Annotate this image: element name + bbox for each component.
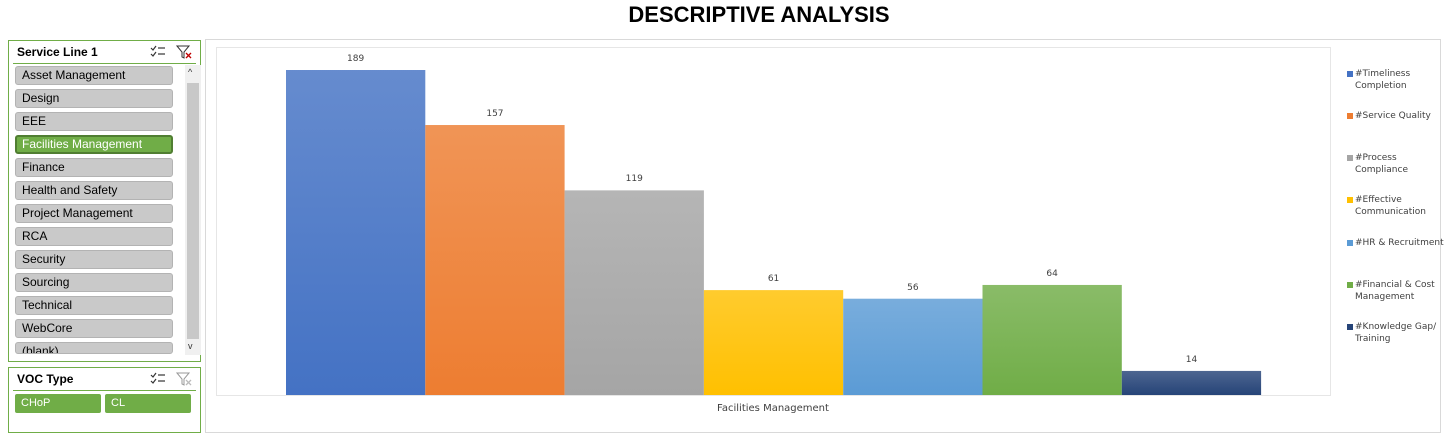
slicer-header-divider bbox=[13, 63, 196, 64]
slicer-item[interactable]: Finance bbox=[15, 158, 173, 177]
legend-label-line: #Financial & Cost bbox=[1355, 280, 1435, 290]
voc-chop-button[interactable]: CHoP bbox=[15, 394, 101, 413]
chart-area bbox=[205, 39, 1441, 433]
legend-label-line: #Effective bbox=[1355, 195, 1402, 205]
legend-label-line: Training bbox=[1355, 334, 1391, 344]
data-label: 14 bbox=[1185, 354, 1198, 365]
slicer-item[interactable]: Health and Safety bbox=[15, 181, 173, 200]
data-label: 56 bbox=[907, 282, 919, 293]
slicer-item[interactable]: Security bbox=[15, 250, 173, 269]
bar-2[interactable] bbox=[425, 125, 565, 395]
legend-swatch bbox=[1347, 324, 1353, 330]
legend-label-line: #Knowledge Gap/ bbox=[1355, 322, 1437, 332]
legend-label: #Financial & Cost Management bbox=[1355, 279, 1447, 303]
page-title: DESCRIPTIVE ANALYSIS bbox=[628, 2, 890, 27]
bar-5[interactable] bbox=[843, 298, 983, 395]
bar-3[interactable] bbox=[564, 190, 704, 395]
legend-label-line: Management bbox=[1355, 292, 1415, 302]
legend-swatch bbox=[1347, 282, 1353, 288]
slicer-item[interactable]: Facilities Management bbox=[15, 135, 173, 154]
slicer-item[interactable]: Sourcing bbox=[15, 273, 173, 292]
bar-6[interactable] bbox=[982, 284, 1122, 395]
data-label: 119 bbox=[625, 174, 643, 185]
legend-label-line: Communication bbox=[1355, 207, 1426, 217]
legend-swatch bbox=[1347, 197, 1353, 203]
voc-type-slicer: VOC Type CHoP CL bbox=[8, 367, 201, 433]
bar-1[interactable] bbox=[286, 70, 426, 395]
scroll-up-icon[interactable]: ^ bbox=[188, 67, 193, 77]
legend-label-line: #Timeliness bbox=[1355, 69, 1411, 79]
data-label: 189 bbox=[347, 54, 365, 64]
slicer-item[interactable]: Asset Management bbox=[15, 66, 173, 85]
legend-label-line: #HR & Recruitment bbox=[1355, 238, 1444, 248]
slicer-item[interactable]: (blank) bbox=[15, 342, 173, 354]
slicer-item[interactable]: EEE bbox=[15, 112, 173, 131]
legend-swatch bbox=[1347, 113, 1353, 119]
data-label: 61 bbox=[767, 274, 780, 285]
slicer-header: VOC Type bbox=[17, 372, 74, 386]
service-line-slicer: Service Line 1 Asset Management Design EEE… bbox=[8, 40, 201, 362]
legend-swatch bbox=[1347, 155, 1353, 161]
slicer-item[interactable]: Project Management bbox=[15, 204, 173, 223]
scrollbar-thumb[interactable] bbox=[187, 83, 199, 339]
bar-4[interactable] bbox=[703, 290, 844, 395]
category-label: Facilities Management bbox=[717, 403, 829, 414]
data-label: 157 bbox=[486, 109, 504, 120]
slicer-header: Service Line 1 bbox=[17, 45, 98, 59]
multi-select-icon[interactable] bbox=[150, 45, 166, 59]
legend-label-line: #Service Quality bbox=[1355, 111, 1431, 121]
slicer-scrollbar[interactable]: ^ v bbox=[185, 65, 201, 355]
multi-select-icon[interactable] bbox=[150, 372, 166, 386]
clear-filter-icon[interactable] bbox=[176, 45, 192, 59]
legend-label-line: Compliance bbox=[1355, 165, 1408, 175]
legend-label-line: Completion bbox=[1355, 81, 1407, 91]
voc-cl-button[interactable]: CL bbox=[105, 394, 191, 413]
legend-label: #Timeliness Completion bbox=[1355, 68, 1447, 92]
scroll-down-icon[interactable]: v bbox=[188, 341, 193, 351]
legend-label: #Effective Communication bbox=[1355, 194, 1447, 218]
clear-filter-icon[interactable] bbox=[176, 372, 192, 386]
slicer-item[interactable]: Technical bbox=[15, 296, 173, 315]
legend-label: #Process Compliance bbox=[1355, 152, 1447, 176]
legend-swatch bbox=[1347, 240, 1353, 246]
data-label: 64 bbox=[1046, 268, 1058, 279]
slicer-item[interactable]: RCA bbox=[15, 227, 173, 246]
bar-7[interactable] bbox=[1121, 370, 1262, 395]
plot-area bbox=[216, 47, 1331, 396]
legend-swatch bbox=[1347, 71, 1353, 77]
slicer-item[interactable]: Design bbox=[15, 89, 173, 108]
legend-label-line: #Process bbox=[1355, 153, 1397, 163]
slicer-header-divider bbox=[13, 390, 196, 391]
legend-label: #Knowledge Gap/Training bbox=[1355, 321, 1447, 345]
legend-label: #HR & Recruitment bbox=[1355, 237, 1447, 249]
slicer-item[interactable]: WebCore bbox=[15, 319, 173, 338]
legend-label: #Service Quality bbox=[1355, 110, 1447, 122]
